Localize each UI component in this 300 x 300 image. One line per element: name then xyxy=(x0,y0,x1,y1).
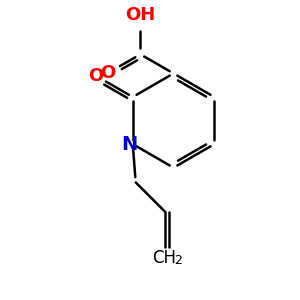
Text: O: O xyxy=(100,64,116,82)
Text: O: O xyxy=(88,67,103,85)
Text: CH: CH xyxy=(152,249,176,267)
Text: 2: 2 xyxy=(174,254,182,267)
Text: OH: OH xyxy=(125,6,155,24)
Text: N: N xyxy=(122,135,138,154)
